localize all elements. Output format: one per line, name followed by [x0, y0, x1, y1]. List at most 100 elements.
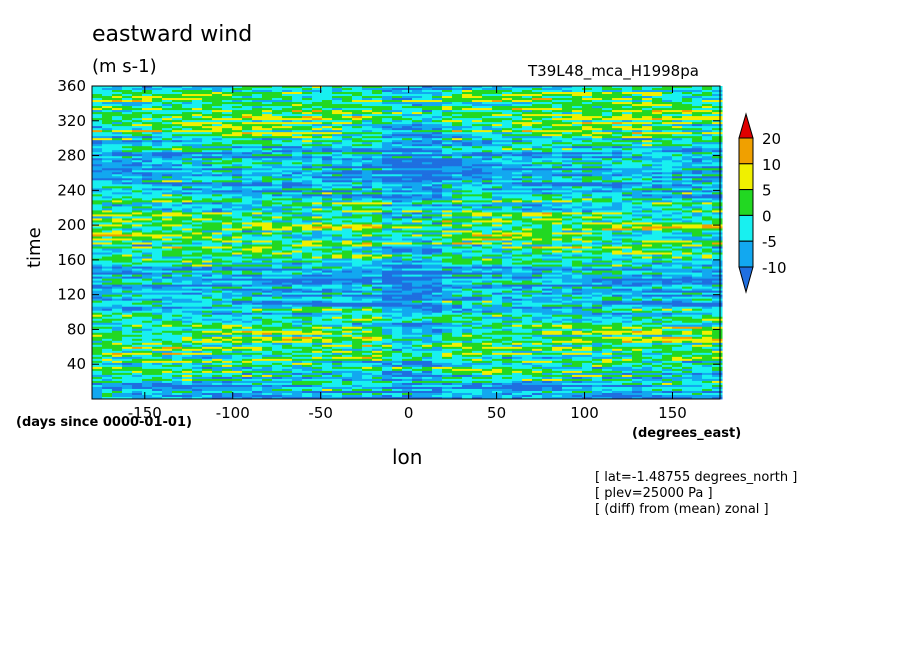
field-cell [562, 124, 573, 127]
field-cell [222, 210, 233, 213]
field-cell [462, 148, 473, 151]
field-cell [672, 214, 683, 217]
field-cell [452, 92, 463, 95]
field-cell [352, 178, 363, 181]
field-cell [442, 182, 453, 185]
field-cell [382, 110, 393, 113]
field-cell [632, 212, 643, 215]
field-cell [502, 134, 513, 137]
field-cell [202, 90, 213, 93]
field-cell [672, 206, 683, 209]
field-cell [632, 118, 643, 121]
field-cell [432, 164, 443, 167]
field-cell [162, 160, 173, 163]
field-cell [692, 176, 703, 179]
field-cell [392, 104, 403, 107]
field-cell [302, 242, 313, 245]
field-cell [572, 192, 583, 195]
field-cell [182, 164, 193, 167]
field-cell [522, 152, 533, 155]
field-cell [212, 216, 223, 219]
field-cell [432, 140, 443, 143]
field-cell [362, 150, 373, 153]
field-cell [642, 212, 653, 215]
field-cell [372, 198, 383, 201]
field-cell [572, 160, 583, 163]
field-cell [392, 100, 403, 103]
field-cell [552, 150, 563, 153]
field-cell [172, 116, 183, 119]
field-cell [352, 116, 363, 119]
field-cell [622, 104, 633, 107]
field-cell [412, 172, 423, 175]
field-cell [162, 244, 173, 247]
field-cell [622, 216, 633, 219]
field-cell [272, 176, 283, 179]
field-cell [462, 96, 473, 99]
field-cell [162, 216, 173, 219]
field-cell [312, 164, 323, 167]
field-cell [252, 196, 263, 199]
field-cell [462, 118, 473, 121]
field-cell [212, 178, 223, 181]
field-cell [502, 222, 513, 225]
field-cell [682, 88, 693, 91]
field-cell [582, 160, 593, 163]
field-cell [182, 184, 193, 187]
field-cell [702, 184, 713, 187]
field-cell [302, 170, 313, 173]
field-cell [542, 206, 553, 209]
field-cell [402, 212, 413, 215]
field-cell [272, 100, 283, 103]
field-cell [172, 208, 183, 211]
field-cell [382, 180, 393, 183]
field-cell [152, 96, 163, 99]
field-cell [402, 110, 413, 113]
field-cell [242, 240, 253, 243]
field-cell [622, 136, 633, 139]
field-cell [672, 90, 683, 93]
field-cell [332, 162, 343, 165]
field-cell [652, 230, 663, 233]
field-cell [412, 222, 423, 225]
field-cell [412, 126, 423, 129]
field-cell [462, 176, 473, 179]
field-cell [712, 184, 723, 187]
field-cell [682, 132, 693, 135]
field-cell [92, 114, 103, 117]
field-cell [422, 186, 433, 189]
field-cell [242, 98, 253, 101]
field-cell [492, 162, 503, 165]
field-cell [412, 98, 423, 101]
field-cell [302, 124, 313, 127]
field-cell [212, 90, 223, 93]
field-cell [412, 170, 423, 173]
field-cell [452, 188, 463, 191]
field-cell [402, 154, 413, 157]
field-cell [562, 112, 573, 115]
field-cell [262, 182, 273, 185]
field-cell [662, 136, 673, 139]
field-cell [712, 172, 723, 175]
field-cell [532, 118, 543, 121]
field-cell [202, 86, 213, 89]
field-cell [222, 154, 233, 157]
field-cell [292, 174, 303, 177]
field-cell [662, 212, 673, 215]
field-cell [132, 144, 143, 147]
field-cell [632, 184, 643, 187]
field-cell [282, 188, 293, 191]
field-cell [212, 240, 223, 243]
field-cell [402, 102, 413, 105]
field-cell [442, 204, 453, 207]
field-cell [602, 122, 613, 125]
field-cell [612, 92, 623, 95]
field-cell [132, 208, 143, 211]
field-cell [322, 220, 333, 223]
field-cell [642, 100, 653, 103]
field-cell [662, 116, 673, 119]
field-cell [262, 124, 273, 127]
field-cell [402, 178, 413, 181]
field-cell [292, 118, 303, 121]
